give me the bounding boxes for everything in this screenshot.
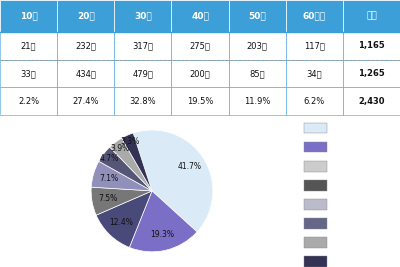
FancyBboxPatch shape [343, 60, 400, 87]
FancyBboxPatch shape [114, 60, 172, 87]
Text: 19.5%: 19.5% [187, 97, 213, 105]
FancyBboxPatch shape [57, 32, 114, 60]
Text: 7.5%: 7.5% [99, 194, 118, 203]
Text: 11.9%: 11.9% [244, 97, 270, 105]
FancyBboxPatch shape [343, 32, 400, 60]
Bar [304, 123, 327, 134]
Wedge shape [96, 191, 152, 248]
Text: 2,430: 2,430 [358, 97, 385, 105]
Wedge shape [133, 130, 213, 232]
FancyBboxPatch shape [228, 60, 286, 87]
Text: 117人: 117人 [304, 41, 325, 50]
Text: 6.2%: 6.2% [304, 97, 325, 105]
FancyBboxPatch shape [57, 60, 114, 87]
Text: 合計: 合計 [366, 11, 377, 21]
Text: 19.3%: 19.3% [150, 230, 174, 239]
FancyBboxPatch shape [286, 32, 343, 60]
FancyBboxPatch shape [0, 60, 57, 87]
FancyBboxPatch shape [0, 0, 57, 32]
Bar [304, 237, 327, 248]
FancyBboxPatch shape [172, 0, 228, 32]
Text: 2.2%: 2.2% [18, 97, 39, 105]
Bar [304, 199, 327, 210]
FancyBboxPatch shape [0, 87, 57, 115]
Bar [304, 180, 327, 191]
FancyBboxPatch shape [114, 32, 172, 60]
Wedge shape [122, 133, 152, 191]
FancyBboxPatch shape [57, 0, 114, 32]
Bar [304, 256, 327, 267]
FancyBboxPatch shape [172, 87, 228, 115]
Text: 4.7%: 4.7% [100, 154, 119, 163]
Bar [304, 161, 327, 171]
Text: 20代: 20代 [77, 11, 94, 21]
FancyBboxPatch shape [228, 0, 286, 32]
FancyBboxPatch shape [286, 0, 343, 32]
Text: 1,165: 1,165 [358, 41, 385, 50]
FancyBboxPatch shape [343, 0, 400, 32]
Text: 41.7%: 41.7% [177, 162, 201, 171]
Text: 1,265: 1,265 [358, 69, 385, 78]
FancyBboxPatch shape [172, 60, 228, 87]
FancyBboxPatch shape [0, 32, 57, 60]
Text: 203人: 203人 [247, 41, 268, 50]
Text: 434人: 434人 [75, 69, 96, 78]
Text: 34人: 34人 [306, 69, 322, 78]
Bar [304, 218, 327, 229]
Wedge shape [110, 138, 152, 191]
Text: 40代: 40代 [191, 11, 209, 21]
Text: 50代: 50代 [248, 11, 266, 21]
FancyBboxPatch shape [57, 87, 114, 115]
FancyBboxPatch shape [286, 60, 343, 87]
Text: 32.8%: 32.8% [130, 97, 156, 105]
Text: 85人: 85人 [249, 69, 265, 78]
FancyBboxPatch shape [172, 32, 228, 60]
Text: 3.9%: 3.9% [110, 144, 130, 152]
Wedge shape [91, 187, 152, 215]
Wedge shape [99, 147, 152, 191]
Bar [304, 142, 327, 152]
Text: 60代～: 60代～ [303, 11, 326, 21]
Text: 21人: 21人 [21, 41, 36, 50]
FancyBboxPatch shape [343, 87, 400, 115]
Text: 7.1%: 7.1% [100, 174, 119, 183]
Text: 479人: 479人 [132, 69, 153, 78]
Text: 33人: 33人 [21, 69, 36, 78]
Wedge shape [91, 161, 152, 191]
Text: 12.4%: 12.4% [109, 218, 133, 227]
Text: 10代: 10代 [20, 11, 38, 21]
FancyBboxPatch shape [228, 87, 286, 115]
Text: 275人: 275人 [190, 41, 210, 50]
FancyBboxPatch shape [228, 32, 286, 60]
FancyBboxPatch shape [114, 87, 172, 115]
Text: 27.4%: 27.4% [72, 97, 99, 105]
Text: 200人: 200人 [190, 69, 210, 78]
Text: 317人: 317人 [132, 41, 153, 50]
FancyBboxPatch shape [114, 0, 172, 32]
Text: 232人: 232人 [75, 41, 96, 50]
FancyBboxPatch shape [286, 87, 343, 115]
Text: 3.3%: 3.3% [121, 138, 140, 146]
Wedge shape [129, 191, 197, 252]
Text: 30代: 30代 [134, 11, 152, 21]
